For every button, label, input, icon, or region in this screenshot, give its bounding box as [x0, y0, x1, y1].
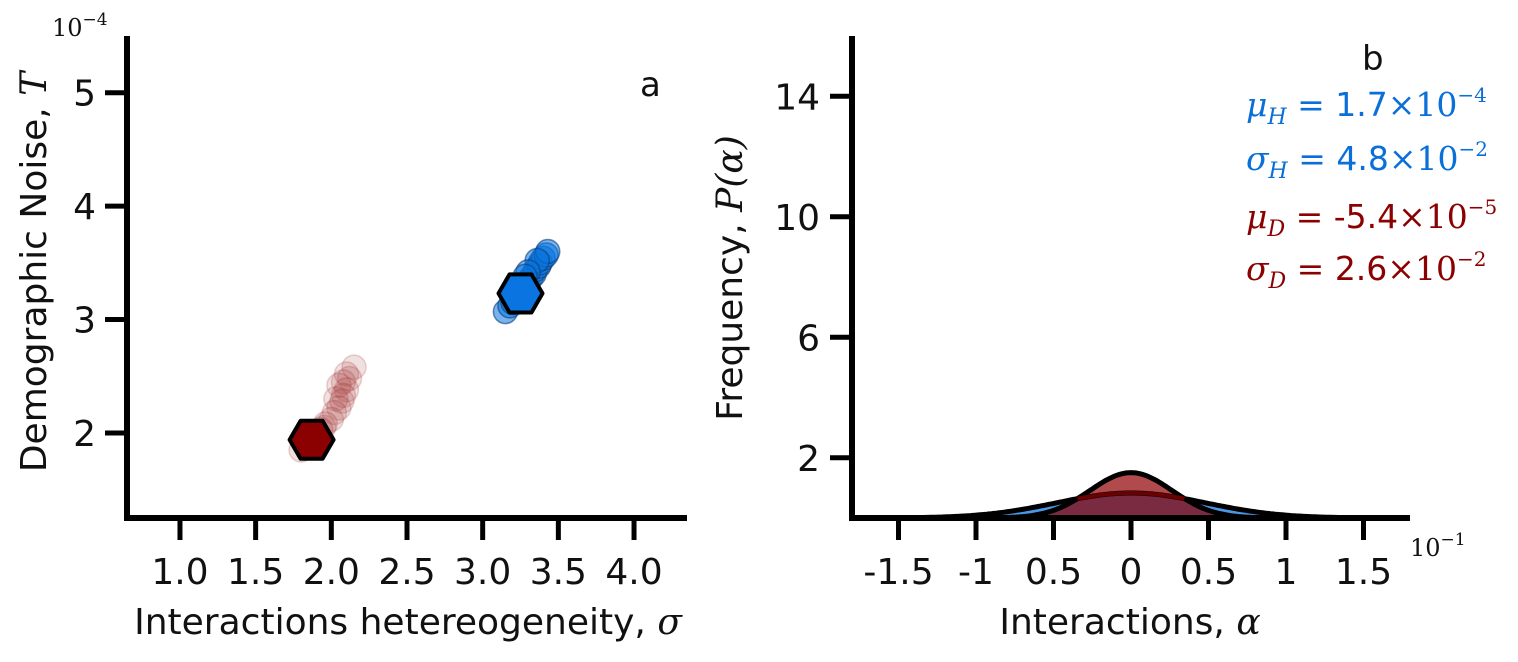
panel-a-x-tick-label: 4.0: [605, 552, 662, 593]
panel-a-x-ticks: 1.0 1.5 2.0 2.5 3.0 3.5 4.0: [151, 518, 663, 593]
panel-b-y-label: Frequency, P(α): [710, 135, 751, 421]
panel-a-y-tick-label: 4: [73, 187, 96, 228]
panel-b-x-tick-label: -1: [958, 552, 994, 593]
panel-b-y-ticks: 2 6 10 14: [774, 77, 852, 480]
panel-b-x-ticks: -1.5 -1 0.5 0 0.5 1 1.5: [863, 518, 1392, 593]
panel-a-x-tick-label: 1.0: [151, 552, 208, 593]
panel-b-y-tick-label: 10: [774, 198, 820, 239]
panel-a: 1.0 1.5 2.0 2.5 3.0 3.5 4.0 2 3 4 5 10−4 a Intera…: [14, 10, 687, 643]
panel-a-means: [287, 272, 545, 461]
panel-b-x-tick-label: 0: [1120, 552, 1143, 593]
panel-a-x-label: Interactions hetereogeneity, σ: [134, 602, 683, 643]
panel-a-x-tick-label: 3.5: [530, 552, 587, 593]
scatter-point-red: [336, 365, 363, 392]
panel-a-y-exponent: 10−4: [52, 10, 108, 42]
panel-b-y-tick-label: 14: [774, 77, 820, 118]
mean-marker-blue: [496, 272, 545, 315]
panel-a-x-tick-label: 2.5: [378, 552, 435, 593]
panel-b-x-tick-label: 0.5: [1025, 552, 1082, 593]
stat-line-μ-D: μD = -5.4×10−5: [1246, 195, 1497, 242]
scatter-point-red: [333, 377, 360, 403]
distribution-inner-curve: [1077, 491, 1185, 501]
panel-b-label: b: [1362, 39, 1384, 79]
panel-a-x-tick-label: 3.0: [454, 552, 511, 593]
stat-line-σ-D: σD = 2.6×10−2: [1246, 247, 1486, 294]
panel-a-y-tick-label: 3: [73, 301, 96, 342]
scatter-point-red: [323, 386, 349, 412]
distribution-overlap-area: [852, 493, 1410, 518]
panel-b-x-exponent: 10−1: [1410, 530, 1466, 562]
panel-a-x-tick-label: 1.5: [227, 552, 284, 593]
panel-a-y-ticks: 2 3 4 5: [73, 74, 127, 455]
stat-line-μ-H: μH = 1.7×10−4: [1246, 83, 1487, 130]
stat-line-σ-H: σH = 4.8×10−2: [1246, 137, 1488, 184]
scatter-point-red: [326, 395, 352, 421]
panel-b-x-tick-label: 1: [1275, 552, 1298, 593]
panel-b-x-label: Interactions, α: [999, 602, 1260, 643]
scatter-point-red: [330, 369, 357, 395]
panel-a-y-tick-label: 5: [73, 74, 96, 115]
panel-b-x-tick-label: 0.5: [1180, 552, 1237, 593]
panel-b-distributions: [852, 470, 1410, 521]
panel-b-y-tick-label: 6: [797, 318, 820, 359]
scatter-point-red: [321, 399, 348, 426]
panel-b-x-tick-label: -1.5: [863, 552, 933, 593]
panel-a-y-tick-label: 2: [73, 414, 96, 455]
panel-a-y-label: Demographic Noise, T: [14, 69, 55, 472]
panel-a-label: a: [640, 65, 661, 105]
scatter-point-red: [329, 388, 355, 414]
panel-b-y-tick-label: 2: [797, 439, 820, 480]
scatter-point-red: [341, 354, 367, 380]
scatter-point-red: [330, 382, 357, 409]
panel-b-x-tick-label: 1.5: [1335, 552, 1392, 593]
mean-marker-red: [287, 418, 336, 461]
scatter-point-red: [326, 372, 352, 399]
panel-b: -1.5 -1 0.5 0 0.5 1 1.5 2 6 10 14 10−1 b μH = 1.7…: [710, 36, 1497, 643]
scatter-point-red: [333, 361, 360, 387]
panel-a-x-tick-label: 2.0: [303, 552, 360, 593]
panel-b-stats: μH = 1.7×10−4 σH = 4.8×10−2 μD = -5.4×10−5…: [1246, 83, 1497, 294]
